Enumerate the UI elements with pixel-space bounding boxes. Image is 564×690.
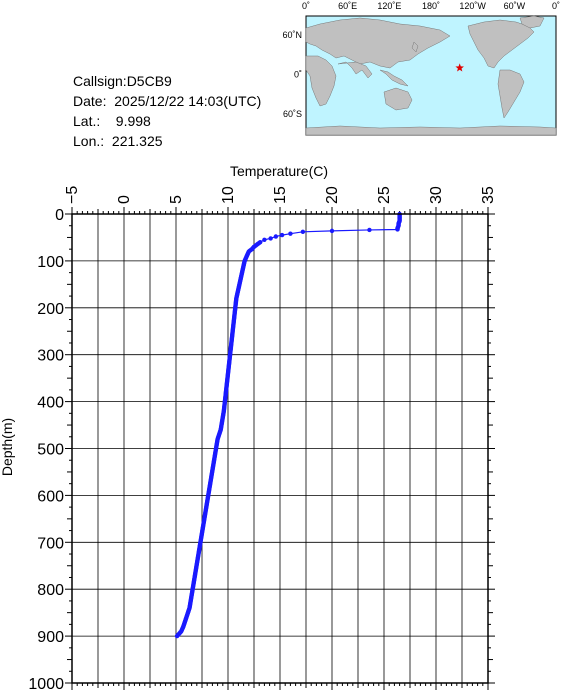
greenland-landmass [519, 15, 545, 29]
profile-point [268, 236, 273, 241]
profile-point [174, 633, 180, 639]
x-tick-label: 5 [168, 195, 185, 204]
eurasia-landmass [305, 17, 451, 69]
x-tick-labels: −5 0 5 10 15 20 25 30 35 [64, 186, 497, 204]
x-tick-label: −5 [64, 186, 81, 204]
date-text: Date: 2025/12/22 14:03(UTC) [73, 93, 262, 109]
map-longitude-label: 180˚ [422, 1, 440, 11]
x-tick-label: 15 [272, 186, 289, 204]
profile-point [273, 234, 279, 239]
map-longitude-label: 120˚W [459, 1, 486, 11]
profile-point [262, 237, 267, 242]
latitude-text: Lat.: 9.998 [73, 113, 151, 129]
x-tick-label: 25 [376, 186, 393, 204]
profile-point [367, 227, 372, 233]
x-tick-label: 0 [116, 195, 133, 204]
chart-grid [71, 213, 489, 684]
map-latitude-label: 60˚S [283, 109, 302, 119]
y-tick-label: 700 [37, 535, 64, 552]
profile-point [279, 232, 285, 238]
profile-point [329, 228, 335, 234]
profile-point [288, 231, 293, 236]
plot-frame [71, 213, 489, 684]
map-latitude-labels: 60˚N 0˚ 60˚S [282, 30, 302, 119]
south-america-landmass [497, 69, 525, 119]
map-longitude-label: 120˚E [377, 1, 401, 11]
map-longitude-labels: 0˚ 60˚E 120˚E 180˚ 120˚W 60˚W 0˚ [302, 1, 560, 11]
y-axis-title: Depth(m) [0, 418, 15, 476]
y-tick-labels: 0 100 200 300 400 500 600 700 800 900 1000 [28, 207, 64, 690]
y-tick-label: 0 [55, 207, 64, 224]
station-info: Callsign:D5CB9 Date: 2025/12/22 14:03(UT… [73, 71, 261, 151]
profile-point [300, 229, 306, 235]
australia-landmass [383, 87, 413, 111]
y-tick-label: 800 [37, 582, 64, 599]
station-marker-icon [455, 63, 464, 72]
x-tick-label: 30 [428, 186, 445, 204]
y-tick-label: 500 [37, 442, 64, 459]
y-tick-label: 300 [37, 348, 64, 365]
y-tick-label: 900 [37, 629, 64, 646]
map-land [305, 15, 557, 136]
longitude-text: Lon.: 221.325 [73, 133, 163, 149]
north-america-landmass [467, 19, 535, 69]
map-latitude-label: 0˚ [294, 70, 302, 80]
y-tick-label: 600 [37, 488, 64, 505]
callsign-text: Callsign:D5CB9 [73, 73, 172, 89]
temperature-profile-line [176, 214, 401, 637]
southeast-asia-islands [379, 69, 409, 87]
profile-point [395, 227, 400, 232]
map-longitude-label: 0˚ [552, 1, 560, 11]
x-axis-title: Temperature(C) [230, 163, 328, 179]
map-latitude-label: 60˚N [282, 30, 302, 40]
temperature-profile-markers [174, 211, 402, 639]
y-tick-label: 200 [37, 301, 64, 318]
japan-islands [411, 41, 419, 53]
y-tick-label: 400 [37, 395, 64, 412]
map-longitude-label: 60˚E [338, 1, 357, 11]
africa-landmass [305, 55, 337, 107]
antarctica-landmass [305, 125, 557, 136]
x-tick-label: 10 [220, 186, 237, 204]
y-tick-label: 100 [37, 254, 64, 271]
arabia-india-landmass [337, 61, 373, 79]
map-longitude-label: 0˚ [302, 1, 310, 11]
map-longitude-label: 60˚W [504, 1, 526, 11]
x-tick-label: 20 [324, 186, 341, 204]
x-tick-label: 35 [480, 186, 497, 204]
y-tick-label: 1000 [28, 676, 64, 690]
